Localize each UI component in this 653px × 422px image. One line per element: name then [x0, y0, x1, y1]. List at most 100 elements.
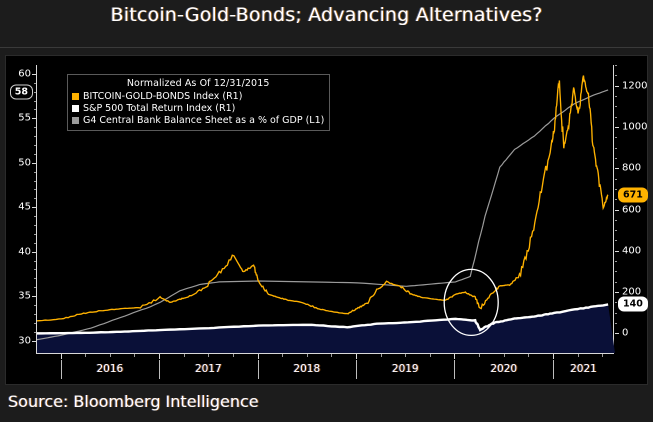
left-axis-minor-tick — [34, 100, 36, 102]
page-title: Bitcoin-Gold-Bonds; Advancing Alternativ… — [110, 4, 543, 26]
left-axis-tickmark — [32, 162, 36, 164]
right-axis-tickmark — [615, 126, 619, 128]
left-axis-tickmark — [32, 207, 36, 209]
chart-panel: 30 35 40 45 50 55 60 58 Normalized As Of 12/31/… — [5, 55, 648, 385]
x-axis-separator — [552, 360, 554, 379]
legend-label-g4-balance-sheet: G4 Central Bank Balance Sheet as a % of … — [83, 115, 325, 126]
legend-item-sp500: S&P 500 Total Return Index (R1) — [72, 103, 324, 114]
left-axis-minor-tick — [34, 127, 36, 129]
x-axis-separator — [60, 360, 62, 379]
right-axis-tick-label: 600 — [622, 204, 642, 216]
right-axis-minor-tick — [615, 271, 617, 273]
left-axis-minor-tick — [34, 278, 36, 280]
right-axis-tick-label: 200 — [622, 286, 642, 298]
x-axis-minor-tick — [503, 354, 505, 357]
left-axis-tickmark — [32, 73, 36, 75]
right-axis-minor-tick — [615, 157, 617, 159]
x-axis-tickmark — [454, 354, 456, 359]
left-axis-minor-tick — [34, 216, 36, 218]
right-axis-minor-tick — [615, 302, 617, 304]
right-axis-minor-tick — [615, 178, 617, 180]
x-axis-minor-tick — [183, 354, 185, 357]
plot-svg — [37, 75, 615, 353]
right-axis-tickmark — [615, 333, 619, 335]
left-axis-minor-tick — [34, 198, 36, 200]
x-axis-tickmark — [552, 354, 554, 359]
x-axis-minor-tick — [331, 354, 333, 357]
left-axis-minor-tick — [34, 322, 36, 324]
left-axis-minor-tick — [34, 109, 36, 111]
right-axis-minor-tick — [615, 323, 617, 325]
plot-area: Normalized As Of 12/31/2015 BITCOIN-GOLD… — [36, 65, 615, 353]
right-axis-minor-tick — [615, 188, 617, 190]
x-axis-minor-tick — [109, 354, 111, 357]
left-axis-minor-tick — [34, 287, 36, 289]
x-axis-minor-tick — [479, 354, 481, 357]
left-axis-tick-label: 60 — [18, 68, 31, 80]
x-axis-separator — [159, 360, 161, 379]
x-axis: 2016 2017 2018 2019 2020 2021 — [36, 353, 614, 380]
left-axis-tick-label: 35 — [18, 290, 31, 302]
right-axis-tickmark — [615, 292, 619, 294]
x-axis-minor-tick — [405, 354, 407, 357]
left-axis-minor-tick — [34, 145, 36, 146]
x-axis-minor-tick — [528, 354, 530, 357]
x-axis-minor-tick — [306, 354, 308, 357]
sp500-line — [37, 303, 609, 335]
source-caption: Source: Bloomberg Intelligence — [8, 392, 259, 411]
legend-item-bitcoin-gold-bonds: BITCOIN-GOLD-BONDS Index (R1) — [72, 91, 324, 102]
right-axis-minor-tick — [615, 261, 617, 263]
left-axis-tickmark — [32, 118, 36, 120]
right-axis-minor-tick — [615, 147, 617, 149]
left-axis-minor-tick — [34, 242, 36, 244]
right-axis-minor-tick — [615, 281, 617, 283]
left-axis-minor-tick — [34, 171, 36, 173]
x-axis-tick-label: 2021 — [570, 363, 597, 375]
legend-label-sp500: S&P 500 Total Return Index (R1) — [83, 103, 236, 114]
right-axis-minor-tick — [615, 219, 617, 221]
left-axis: 30 35 40 45 50 55 60 58 — [6, 65, 36, 353]
legend-swatch-icon-gold — [72, 93, 79, 100]
right-axis-minor-tick — [615, 137, 617, 139]
right-axis-minor-tick — [615, 95, 617, 97]
right-axis-minor-tick — [615, 116, 617, 118]
left-axis-tick-label: 30 — [18, 335, 31, 347]
right-axis-tickmark — [615, 250, 619, 252]
left-axis-minor-tick — [34, 313, 36, 315]
x-axis-tick-label: 2020 — [490, 363, 518, 375]
x-axis-tick-label: 2017 — [194, 363, 222, 375]
right-axis: 0 200 400 600 800 1000 1200 671 140 — [615, 65, 649, 353]
left-axis-tick-label: 45 — [18, 201, 31, 213]
bitcoin-gold-bonds-line — [37, 75, 609, 322]
x-axis-tick-label: 2018 — [293, 363, 321, 375]
right-axis-tick-label: 400 — [622, 245, 642, 257]
left-axis-minor-tick — [34, 153, 36, 155]
left-axis-tick-label: 40 — [18, 246, 31, 258]
legend-label-bitcoin-gold-bonds: BITCOIN-GOLD-BONDS Index (R1) — [83, 91, 243, 102]
right-axis-minor-tick — [615, 240, 617, 242]
right-axis-tickmark — [615, 168, 619, 170]
x-axis-minor-tick — [602, 354, 604, 357]
x-axis-tickmark — [159, 354, 161, 359]
x-axis-tick-label: 2019 — [391, 363, 419, 375]
left-axis-minor-tick — [34, 269, 36, 271]
x-axis-minor-tick — [577, 354, 579, 357]
left-axis-value-badge: 58 — [9, 84, 33, 100]
sp500-area-fill — [37, 304, 615, 353]
x-axis-minor-tick — [232, 354, 234, 357]
right-axis-badge-bitcoin-gold-bonds: 671 — [618, 187, 648, 203]
title-divider — [0, 47, 653, 48]
legend-swatch-icon-gray — [72, 117, 79, 124]
right-axis-tickmark — [615, 85, 619, 87]
x-axis-tickmark — [257, 354, 259, 359]
legend-item-g4-balance-sheet: G4 Central Bank Balance Sheet as a % of … — [72, 115, 324, 126]
x-axis-separator — [454, 360, 456, 379]
x-axis-minor-tick — [380, 354, 382, 357]
right-axis-tick-label: 0 — [622, 327, 629, 339]
g4-balance-sheet-line — [37, 89, 609, 341]
legend-swatch-icon-white — [72, 105, 79, 112]
legend-title: Normalized As Of 12/31/2015 — [126, 78, 270, 89]
right-axis-tickmark — [615, 209, 619, 211]
left-axis-tickmark — [32, 296, 36, 298]
